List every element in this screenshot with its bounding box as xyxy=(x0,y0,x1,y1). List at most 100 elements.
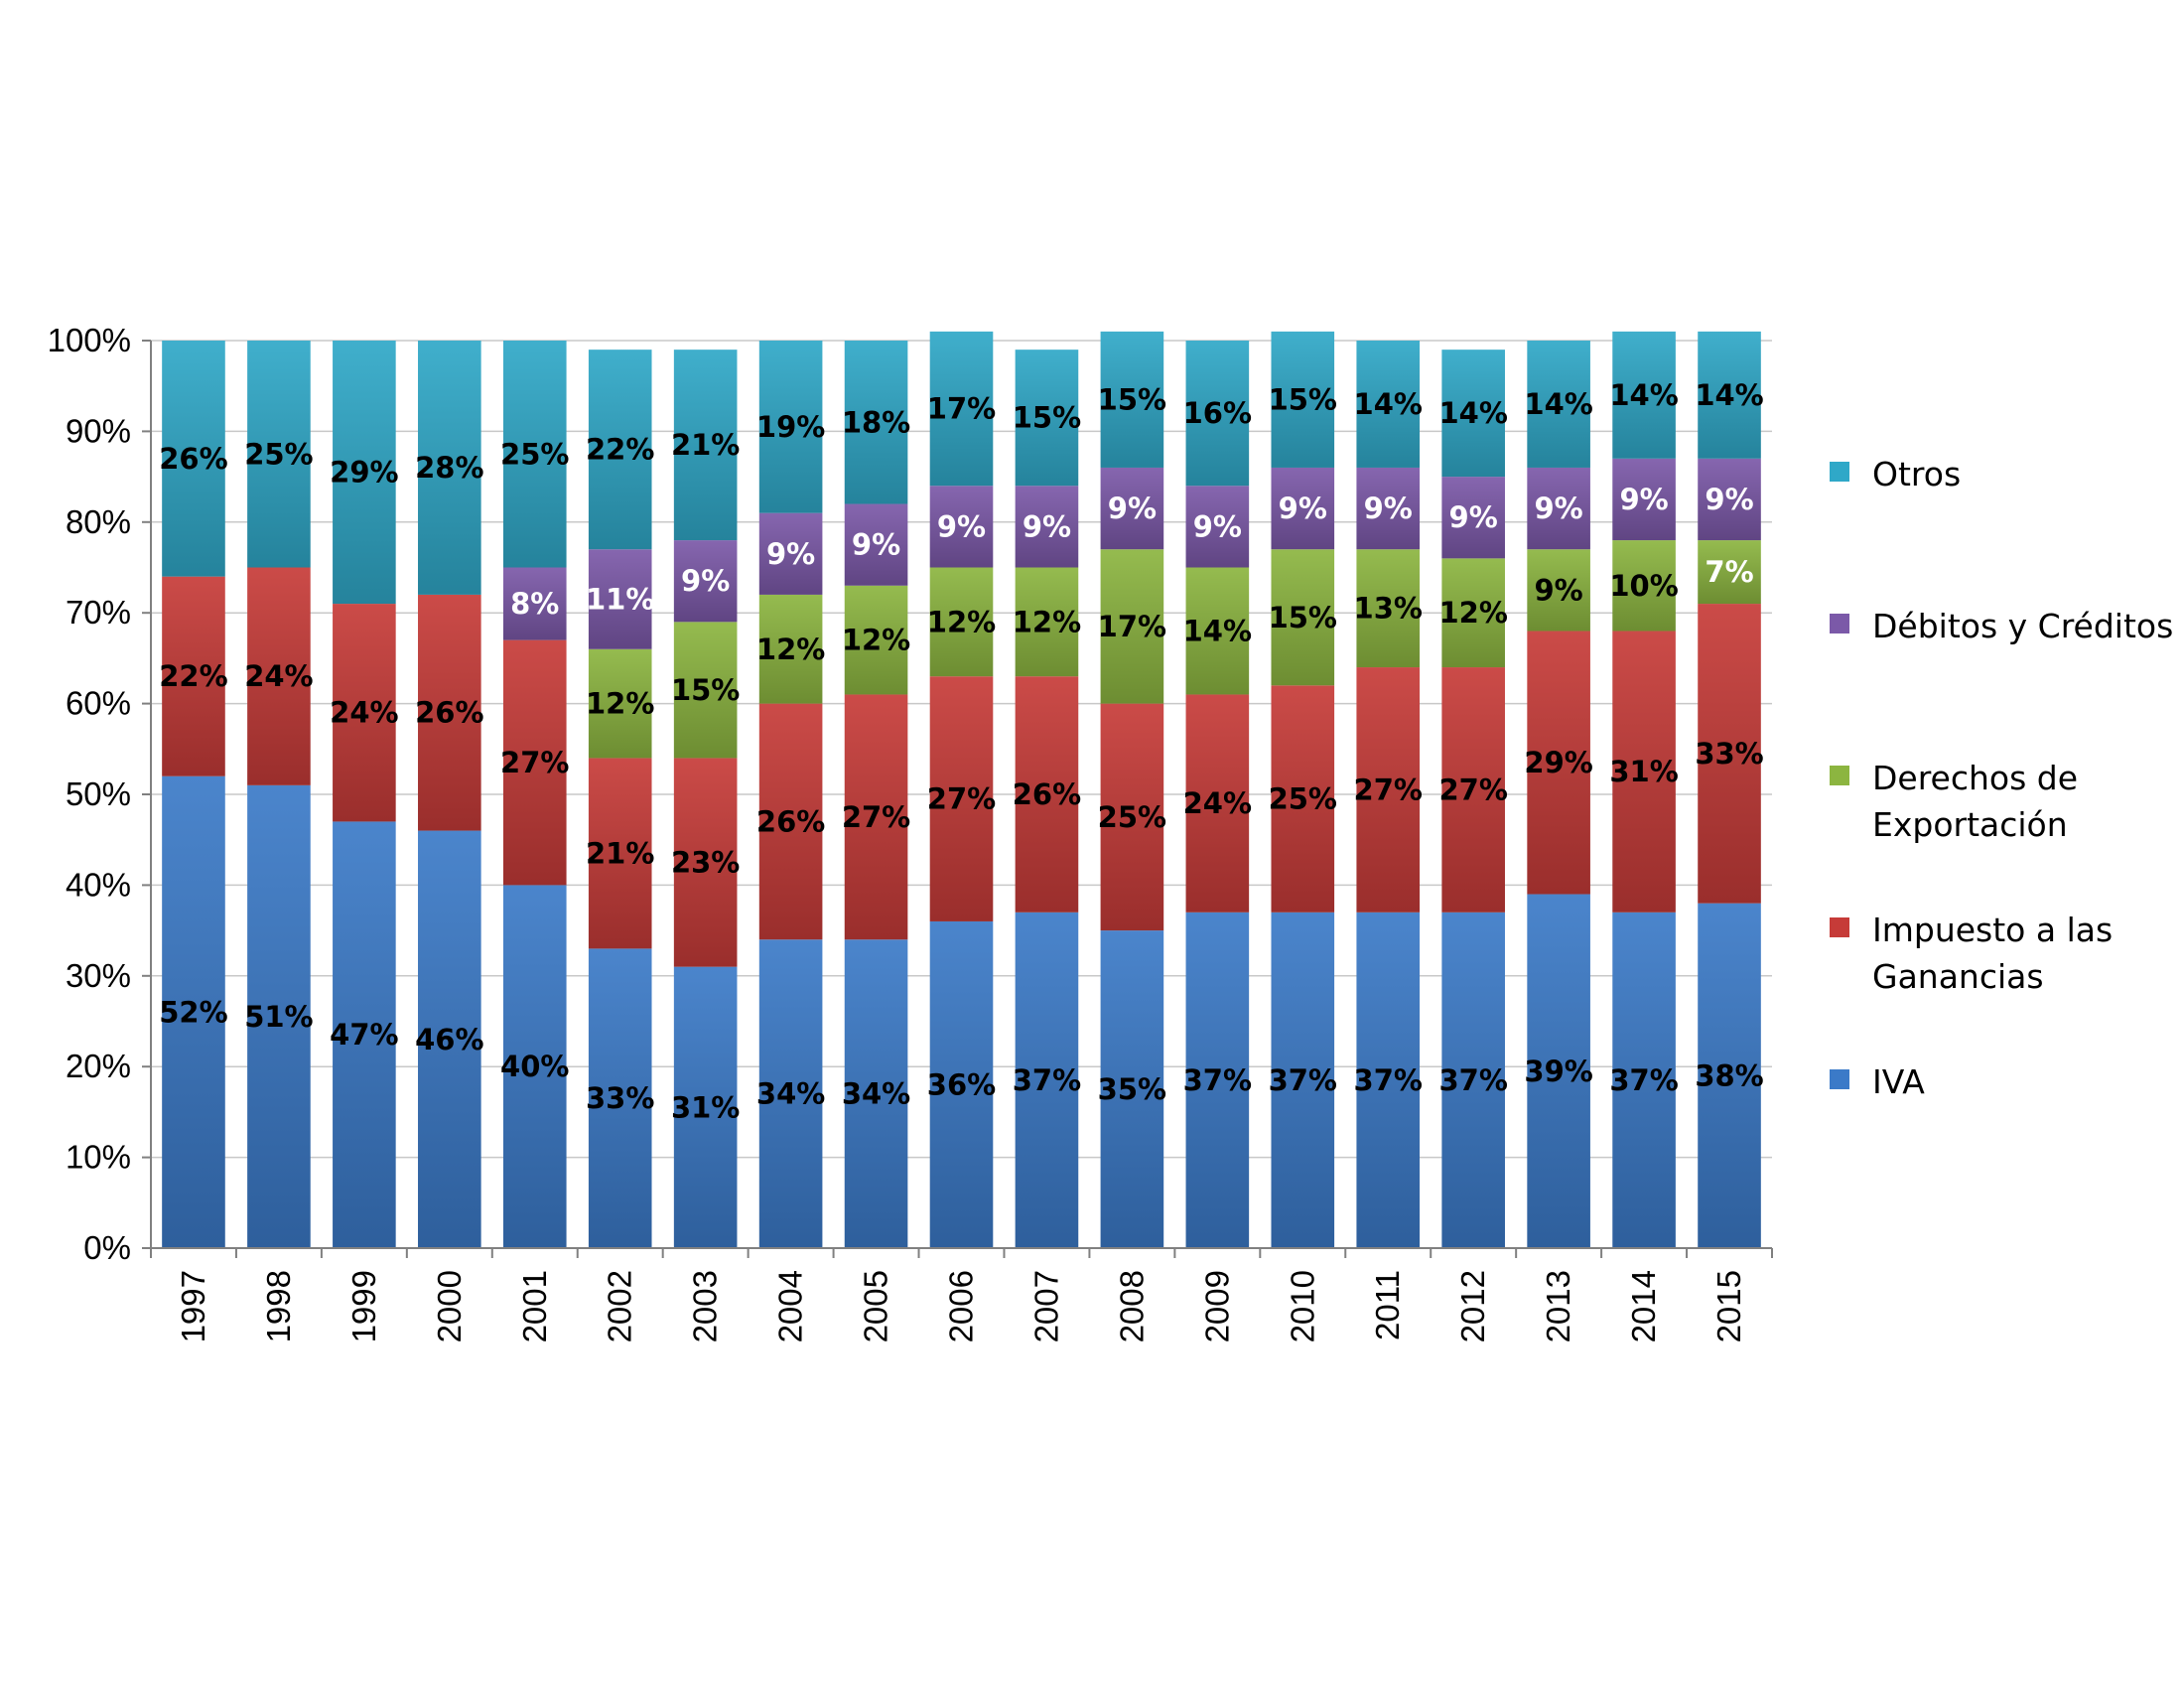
bar-segment xyxy=(1015,912,1079,1248)
data-label: 7% xyxy=(1705,555,1753,589)
data-label: 23% xyxy=(671,846,740,880)
data-label: 14% xyxy=(1609,378,1678,412)
data-label: 24% xyxy=(1183,786,1252,820)
bar-segment xyxy=(758,512,823,595)
y-tick-label: 40% xyxy=(66,866,131,903)
data-label: 25% xyxy=(1098,800,1166,834)
legend-swatch xyxy=(1830,766,1849,785)
bar-segment xyxy=(1185,341,1250,487)
bar-segment xyxy=(588,948,652,1248)
data-label: 21% xyxy=(671,428,740,462)
data-label: 19% xyxy=(756,410,825,444)
bar-segment xyxy=(1185,486,1250,568)
bar-segment xyxy=(1527,894,1590,1248)
x-tick-label: 2013 xyxy=(1540,1270,1576,1342)
bar-segment xyxy=(1612,458,1676,541)
data-label: 9% xyxy=(1193,509,1242,543)
x-tick-label: 1998 xyxy=(260,1270,297,1342)
bar-segment xyxy=(1698,540,1761,605)
bar-segment xyxy=(1441,477,1505,559)
data-label: 24% xyxy=(244,659,313,693)
x-tick-label: 2011 xyxy=(1369,1270,1406,1340)
legend-label: Impuesto a las xyxy=(1872,911,2113,949)
bar-segment xyxy=(1356,912,1421,1248)
x-tick-label: 2009 xyxy=(1198,1270,1235,1342)
bar-segment xyxy=(247,567,311,785)
legend-swatch xyxy=(1830,462,1849,482)
data-label: 46% xyxy=(415,1023,483,1056)
data-label: 26% xyxy=(159,442,227,476)
y-tick-label: 70% xyxy=(66,594,131,631)
data-label: 9% xyxy=(1108,492,1157,525)
legend: Otros Débitos y Créditos Derechos de Export… xyxy=(1830,455,2173,1101)
bar-segment xyxy=(758,594,823,704)
bar-segment xyxy=(1527,341,1590,468)
bar-segment xyxy=(673,622,738,759)
data-label: 51% xyxy=(244,1000,313,1034)
data-label: 28% xyxy=(415,451,483,485)
bar-segment xyxy=(1100,549,1164,704)
bar-segment xyxy=(418,830,481,1248)
bar-segment xyxy=(844,341,908,504)
bar-segment xyxy=(929,331,994,487)
y-tick-label: 50% xyxy=(66,775,131,812)
data-label: 12% xyxy=(756,633,825,666)
data-label: 39% xyxy=(1524,1055,1592,1088)
bar-segment xyxy=(1356,467,1421,550)
data-label: 16% xyxy=(1183,396,1252,430)
bar-segment xyxy=(1441,558,1505,668)
bar-segment xyxy=(502,885,567,1248)
bar-segment xyxy=(1441,350,1505,478)
y-tick-label: 0% xyxy=(83,1229,131,1266)
data-label: 34% xyxy=(756,1077,825,1111)
y-tick-label: 100% xyxy=(48,322,131,358)
bar-segment xyxy=(333,341,396,605)
bar-segment xyxy=(1185,694,1250,913)
data-label: 37% xyxy=(1609,1063,1678,1097)
data-label: 29% xyxy=(330,456,398,490)
bar-segment xyxy=(1356,549,1421,668)
data-label: 12% xyxy=(842,624,910,657)
bar-segment xyxy=(333,604,396,822)
legend-label: Exportación xyxy=(1872,805,2068,844)
data-label: 24% xyxy=(330,696,398,730)
bar-segment xyxy=(502,567,567,640)
data-label: 14% xyxy=(1524,387,1592,421)
bar-segment xyxy=(162,576,225,776)
bar-segment xyxy=(588,758,652,949)
bar-segment xyxy=(758,703,823,940)
data-label: 10% xyxy=(1609,569,1678,603)
data-label: 38% xyxy=(1695,1058,1763,1092)
x-tick-label: 2010 xyxy=(1284,1270,1320,1342)
x-tick-label: 2004 xyxy=(772,1270,809,1342)
y-tick-label: 60% xyxy=(66,685,131,722)
data-label: 17% xyxy=(927,392,996,426)
bar-segment xyxy=(1527,467,1590,550)
bar-segment xyxy=(1185,567,1250,695)
data-label: 12% xyxy=(586,687,654,721)
data-label: 14% xyxy=(1354,387,1423,421)
data-label: 12% xyxy=(1438,596,1507,630)
bar-segment xyxy=(333,821,396,1248)
bar-segment xyxy=(1015,350,1079,487)
data-label: 15% xyxy=(1098,382,1166,416)
bar-segment xyxy=(844,939,908,1248)
bar-segment xyxy=(1441,912,1505,1248)
data-label: 8% xyxy=(510,587,559,621)
legend-label: Débitos y Créditos xyxy=(1872,607,2173,645)
legend-label: Ganancias xyxy=(1872,957,2044,996)
x-tick-label: 2005 xyxy=(858,1270,894,1342)
bar-segment xyxy=(929,676,994,921)
data-label: 9% xyxy=(1535,573,1583,607)
data-label: 9% xyxy=(1023,509,1071,543)
data-label: 31% xyxy=(1609,755,1678,788)
bar-segment xyxy=(418,594,481,831)
data-label: 33% xyxy=(1695,737,1763,771)
bar-segment xyxy=(1100,331,1164,468)
data-label: 34% xyxy=(842,1077,910,1111)
bar-segment xyxy=(588,648,652,759)
x-tick-label: 2015 xyxy=(1710,1270,1747,1342)
axes: 0% 10% 20% 30% 40% 50% 60% 70% 80% 90% 100% 1997 199… xyxy=(48,322,1773,1342)
bar-segment xyxy=(588,350,652,550)
legend-label: IVA xyxy=(1872,1062,1925,1101)
